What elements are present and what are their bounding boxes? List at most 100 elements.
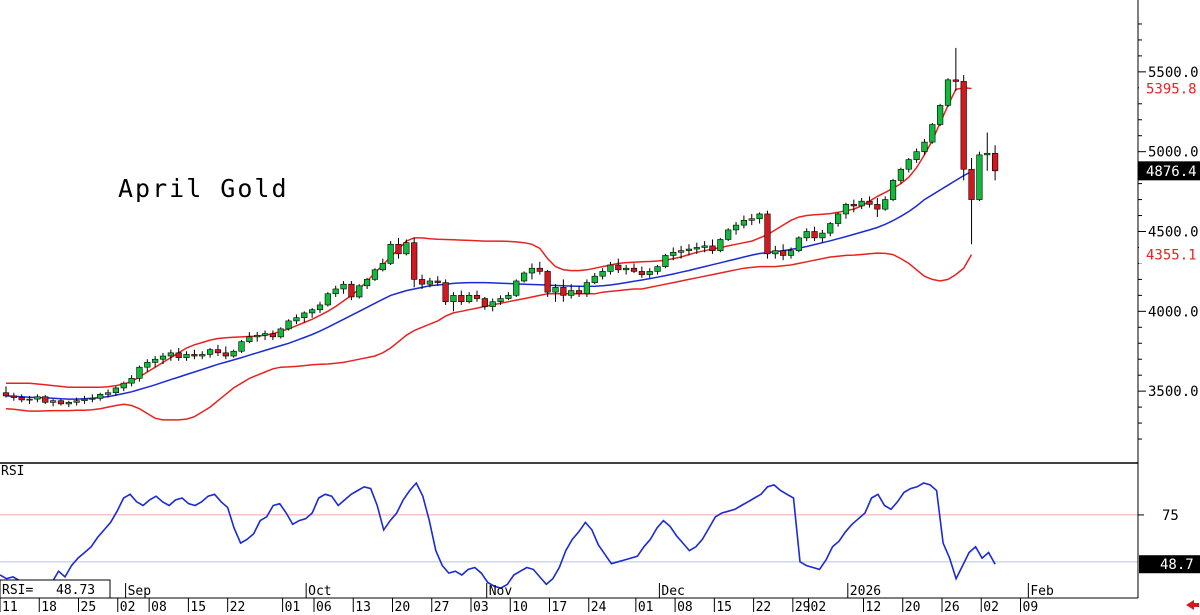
day-label: 11 xyxy=(2,600,18,615)
candle-body xyxy=(277,328,284,338)
candle xyxy=(379,258,386,272)
candle-body xyxy=(630,267,638,272)
month-label: Sep xyxy=(128,584,152,599)
day-label: 15 xyxy=(716,600,732,615)
candle xyxy=(921,138,928,155)
day-label: 22 xyxy=(230,600,246,615)
candle-body xyxy=(442,282,449,303)
candle xyxy=(332,285,339,297)
candle-body xyxy=(991,152,999,172)
rsi-line xyxy=(0,481,996,589)
candle xyxy=(246,332,253,344)
candle-body xyxy=(575,290,583,295)
candle xyxy=(607,261,614,275)
day-label: 08 xyxy=(677,600,693,615)
candle xyxy=(481,296,488,310)
candle xyxy=(191,349,198,360)
candle xyxy=(230,349,237,358)
candle-body xyxy=(937,105,944,125)
candle xyxy=(81,395,88,404)
candle-body xyxy=(120,382,127,389)
day-label: 29 xyxy=(795,600,811,615)
candle xyxy=(991,145,999,181)
candle xyxy=(49,399,57,407)
scroll-left-arrow-icon[interactable] xyxy=(1186,600,1199,610)
candle-body xyxy=(732,224,740,231)
candle xyxy=(544,269,551,297)
candle-body xyxy=(505,295,512,299)
candle xyxy=(677,245,685,259)
candle-body xyxy=(497,298,504,303)
candle-body xyxy=(889,180,897,200)
candle xyxy=(732,221,740,235)
candle xyxy=(599,268,606,280)
candle-body xyxy=(144,362,151,368)
candle xyxy=(866,196,873,208)
candle xyxy=(112,386,119,396)
candle xyxy=(685,244,693,256)
candle xyxy=(889,178,897,202)
badge-value: 4355.1 xyxy=(1146,248,1197,264)
candle-body xyxy=(356,285,363,298)
candle-body xyxy=(944,79,952,106)
candle xyxy=(748,213,755,226)
candle xyxy=(120,381,127,392)
candle-body xyxy=(834,213,842,224)
candle xyxy=(960,75,967,181)
candle-body xyxy=(49,400,57,403)
day-label: 09 xyxy=(1023,600,1039,615)
day-label: 02 xyxy=(120,600,136,615)
candle xyxy=(882,196,889,211)
candle xyxy=(905,158,912,173)
candle-body xyxy=(167,352,174,357)
candle xyxy=(984,132,991,171)
day-label: 13 xyxy=(355,600,371,615)
badge-value: 4876.4 xyxy=(1146,164,1197,180)
day-label: 24 xyxy=(591,600,607,615)
candle-body xyxy=(976,154,983,200)
day-label: 26 xyxy=(944,600,960,615)
day-label: 20 xyxy=(395,600,411,615)
candle xyxy=(827,221,834,237)
candle-body xyxy=(740,220,747,226)
candle-body xyxy=(921,141,928,152)
candle-body xyxy=(599,271,606,277)
price-panel: 3500.0 4000.0 4500.0 5000.0 5500.0 April Gol… xyxy=(2,23,1200,440)
candle-body xyxy=(874,204,881,210)
candle-body xyxy=(230,350,237,357)
candle-body xyxy=(615,264,622,271)
candle xyxy=(819,229,826,243)
candle-body xyxy=(426,280,434,285)
candle xyxy=(717,237,724,253)
candle-body xyxy=(57,400,65,405)
candle-body xyxy=(725,229,732,240)
candle-body xyxy=(403,242,410,255)
candle-body xyxy=(18,397,25,401)
candle-body xyxy=(772,250,779,255)
candle-body xyxy=(418,279,426,285)
chart-title: April Gold xyxy=(118,174,289,203)
candle-body xyxy=(348,283,355,298)
candle xyxy=(560,279,567,302)
candle-body xyxy=(780,250,787,256)
candle xyxy=(787,247,795,259)
candle xyxy=(811,226,818,242)
candle xyxy=(144,359,151,372)
candle-body xyxy=(207,349,214,355)
day-label: 20 xyxy=(905,600,921,615)
candle xyxy=(97,392,104,401)
candle-body xyxy=(717,239,724,251)
day-label: 10 xyxy=(512,600,528,615)
last-price-badge: 4876.4 xyxy=(1138,161,1200,181)
rsi-reading-label: RSI= xyxy=(2,583,33,598)
candle xyxy=(395,237,402,259)
candle-body xyxy=(324,293,331,306)
badge-value: 48.7 xyxy=(1160,557,1194,573)
candle xyxy=(756,212,763,224)
candle xyxy=(795,236,802,253)
candle xyxy=(740,215,747,229)
candle xyxy=(646,268,653,278)
rsi-panel-label: RSI xyxy=(1,464,24,479)
